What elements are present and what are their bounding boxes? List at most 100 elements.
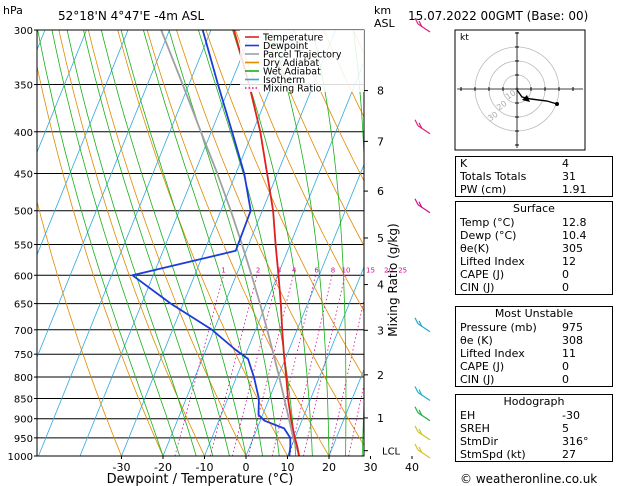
legend-label: Parcel Trajectory xyxy=(263,50,342,61)
pressure-tick-label: 550 xyxy=(14,240,33,251)
table-row: EH -30 xyxy=(456,409,612,422)
pressure-tick-label: 900 xyxy=(14,415,33,426)
row-value: 0 xyxy=(562,281,569,294)
row-label: CIN (J) xyxy=(460,373,495,386)
surface-table: Surface Temp (°C) 12.8 Dewp (°C) 10.4 θe(K) 3… xyxy=(455,201,613,295)
axes: 3003504004505005506006507007508008509009… xyxy=(8,26,419,474)
row-value: 4 xyxy=(562,157,569,170)
km-tick-label: 6 xyxy=(377,185,384,198)
row-value: 12.8 xyxy=(562,216,587,229)
x-tick-label: 10 xyxy=(281,461,295,474)
row-value: 975 xyxy=(562,321,583,334)
wind-barb-flag xyxy=(418,320,423,328)
pressure-tick-label: 650 xyxy=(14,300,33,311)
wind-barb-flag xyxy=(418,201,423,209)
hodograph-table-title: Hodograph xyxy=(503,395,565,408)
table-row: Dewp (°C) 10.4 xyxy=(456,229,612,242)
mixing-ratio-label: 8 xyxy=(331,266,335,274)
legend-label: Mixing Ratio xyxy=(263,84,322,95)
mixing-ratio-label: 10 xyxy=(342,266,351,274)
table-row: CAPE (J) 0 xyxy=(456,360,612,373)
row-value: 12 xyxy=(562,255,576,268)
wind-barb-flag xyxy=(418,389,423,396)
row-label: CAPE (J) xyxy=(460,268,505,281)
wind-barb xyxy=(414,17,431,33)
km-tick-label: 4 xyxy=(377,279,384,292)
x-tick-label: -10 xyxy=(196,461,214,474)
most-unstable-title: Most Unstable xyxy=(494,307,574,320)
pressure-tick-label: 450 xyxy=(14,169,33,180)
pressure-tick-label: 400 xyxy=(14,128,33,139)
wind-barb-shaft xyxy=(417,125,431,135)
wind-barb-shaft xyxy=(417,391,431,401)
datetime-title: 15.07.2022 00GMT (Base: 00) xyxy=(408,9,588,23)
legend-label: Wet Adiabat xyxy=(263,67,321,78)
lcl-label: LCL xyxy=(382,447,401,458)
row-value: 0 xyxy=(562,360,569,373)
km-tick-label: 2 xyxy=(377,369,384,382)
dry-adiabat-line xyxy=(293,30,364,182)
wet-adiabat-line xyxy=(270,30,330,456)
dry-adiabat-line xyxy=(205,30,364,379)
isotherm-line xyxy=(287,266,364,456)
wet-adiabat-line xyxy=(198,30,297,456)
wind-barbs xyxy=(414,17,431,459)
hpa-unit: hPa xyxy=(3,4,23,17)
mixing-ratio-axis-label: Mixing Ratio (g/kg) xyxy=(386,223,400,336)
wind-barb-shaft xyxy=(417,449,431,459)
row-label: Dewp (°C) xyxy=(460,229,517,242)
hodograph-storm-arrow xyxy=(522,95,530,102)
mixing-ratio-line xyxy=(248,275,294,456)
wet-adiabat-line xyxy=(66,30,197,456)
row-label: θe(K) xyxy=(460,242,490,255)
dry-adiabat-line xyxy=(264,30,364,247)
legend-label: Isotherm xyxy=(263,75,305,86)
row-label: Lifted Index xyxy=(460,347,525,360)
x-tick-label: -20 xyxy=(154,461,172,474)
mixing-ratio-label: 15 xyxy=(366,266,375,274)
wet-adiabat-line xyxy=(37,30,164,456)
wet-adiabat-line xyxy=(51,30,180,456)
row-value: 31 xyxy=(562,170,576,183)
table-row: Temp (°C) 12.8 xyxy=(456,216,612,229)
wet-adiabat-line xyxy=(168,30,280,456)
table-row: Pressure (mb) 975 xyxy=(456,321,612,334)
mixing-ratio-label: 4 xyxy=(292,266,297,274)
mixing-ratio-label: 20 xyxy=(384,266,393,274)
legend-label: Temperature xyxy=(262,33,323,44)
isotherm-line xyxy=(37,30,87,154)
table-row: Lifted Index 11 xyxy=(456,347,612,360)
x-tick-label: 40 xyxy=(405,461,419,474)
table-row: θe (K) 308 xyxy=(456,334,612,347)
wind-barb xyxy=(414,386,431,401)
background-lines xyxy=(37,30,364,456)
wind-barb-shaft xyxy=(417,323,431,333)
isotherm-line xyxy=(121,30,295,456)
mixing-ratio-line xyxy=(210,275,258,456)
wind-barb-flag xyxy=(414,425,419,433)
profile-lines xyxy=(131,30,300,456)
isotherm-line xyxy=(204,61,364,456)
x-tick-label: 20 xyxy=(322,461,336,474)
km-tick-label: 7 xyxy=(377,135,384,148)
series-line-temperature xyxy=(233,30,300,456)
dry-adiabat-line xyxy=(117,30,288,456)
table-row: Totals Totals 31 xyxy=(456,170,612,183)
legend-label: Dewpoint xyxy=(263,41,308,52)
x-tick-label: -30 xyxy=(113,461,131,474)
row-label: SREH xyxy=(460,422,490,435)
pressure-tick-label: 800 xyxy=(14,373,33,384)
asl-unit: ASL xyxy=(374,17,396,30)
mixing-ratio-label: 3 xyxy=(277,266,281,274)
wind-barb-shaft xyxy=(417,204,431,214)
row-label: Temp (°C) xyxy=(460,216,515,229)
wind-barb xyxy=(414,198,431,214)
dry-adiabat-line xyxy=(235,30,364,312)
pressure-tick-label: 600 xyxy=(14,271,33,282)
x-tick-label: 0 xyxy=(243,461,250,474)
wind-barb-flag xyxy=(414,406,419,413)
isotherm-line xyxy=(328,368,364,456)
wet-adiabat-line xyxy=(120,30,247,456)
